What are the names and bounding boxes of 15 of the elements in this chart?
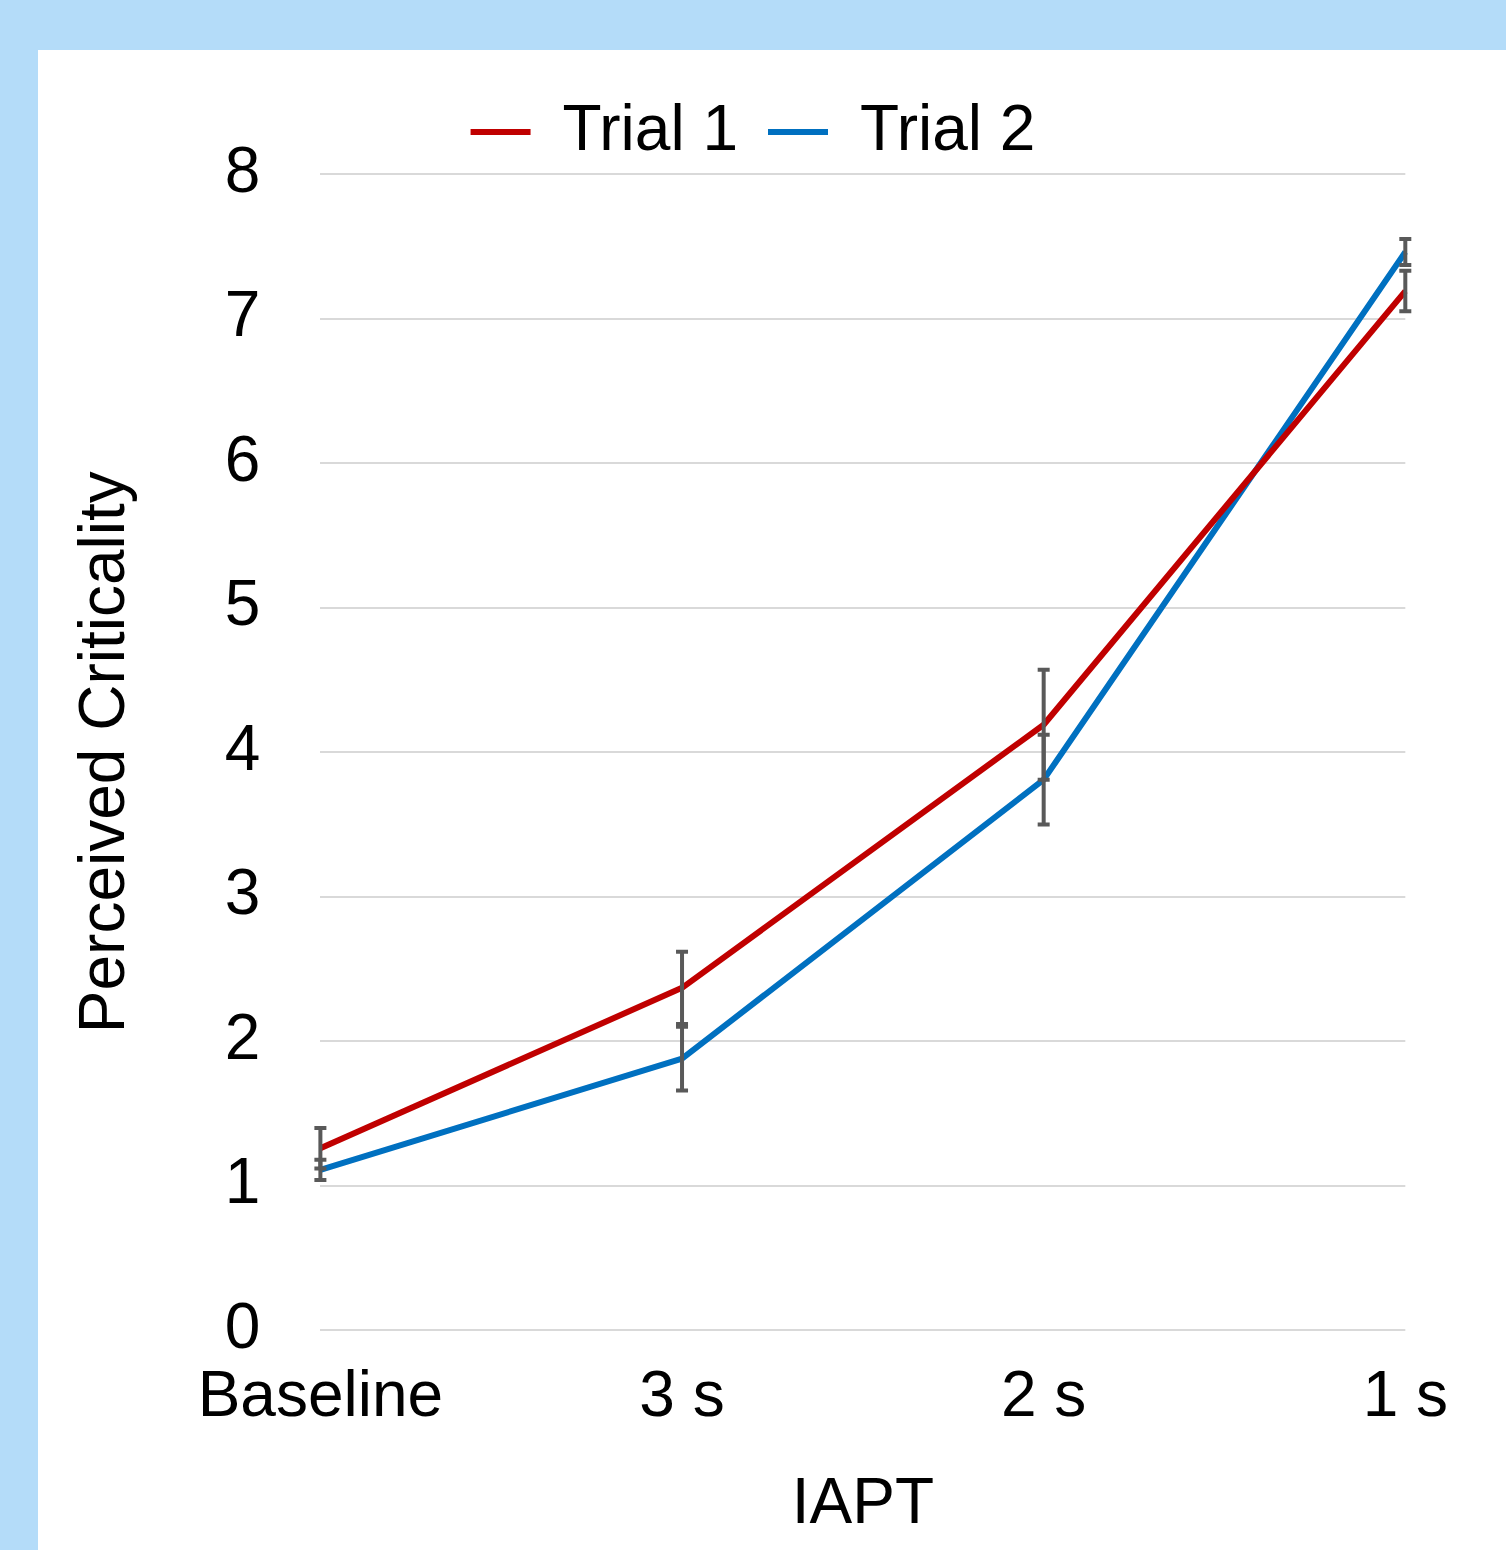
y-tick-label: 7 xyxy=(224,278,261,351)
x-tick-label: 3 s xyxy=(639,1358,725,1431)
x-tick-label: 1 s xyxy=(1362,1358,1448,1431)
y-tick-label: 6 xyxy=(224,422,261,495)
y-axis-title: Perceived Criticality xyxy=(66,471,139,1034)
y-tick-label: 8 xyxy=(224,133,261,206)
y-tick-label: 1 xyxy=(224,1145,261,1218)
legend-label: Trial 2 xyxy=(860,91,1036,164)
y-tick-label: 2 xyxy=(224,1000,261,1073)
x-tick-label: 2 s xyxy=(1000,1358,1087,1431)
y-tick-label: 5 xyxy=(224,567,261,640)
y-tick-label: 3 xyxy=(224,856,261,929)
legend-label: Trial 1 xyxy=(562,91,738,164)
x-axis-title: IAPT xyxy=(791,1465,934,1538)
y-tick-label: 4 xyxy=(224,711,261,784)
